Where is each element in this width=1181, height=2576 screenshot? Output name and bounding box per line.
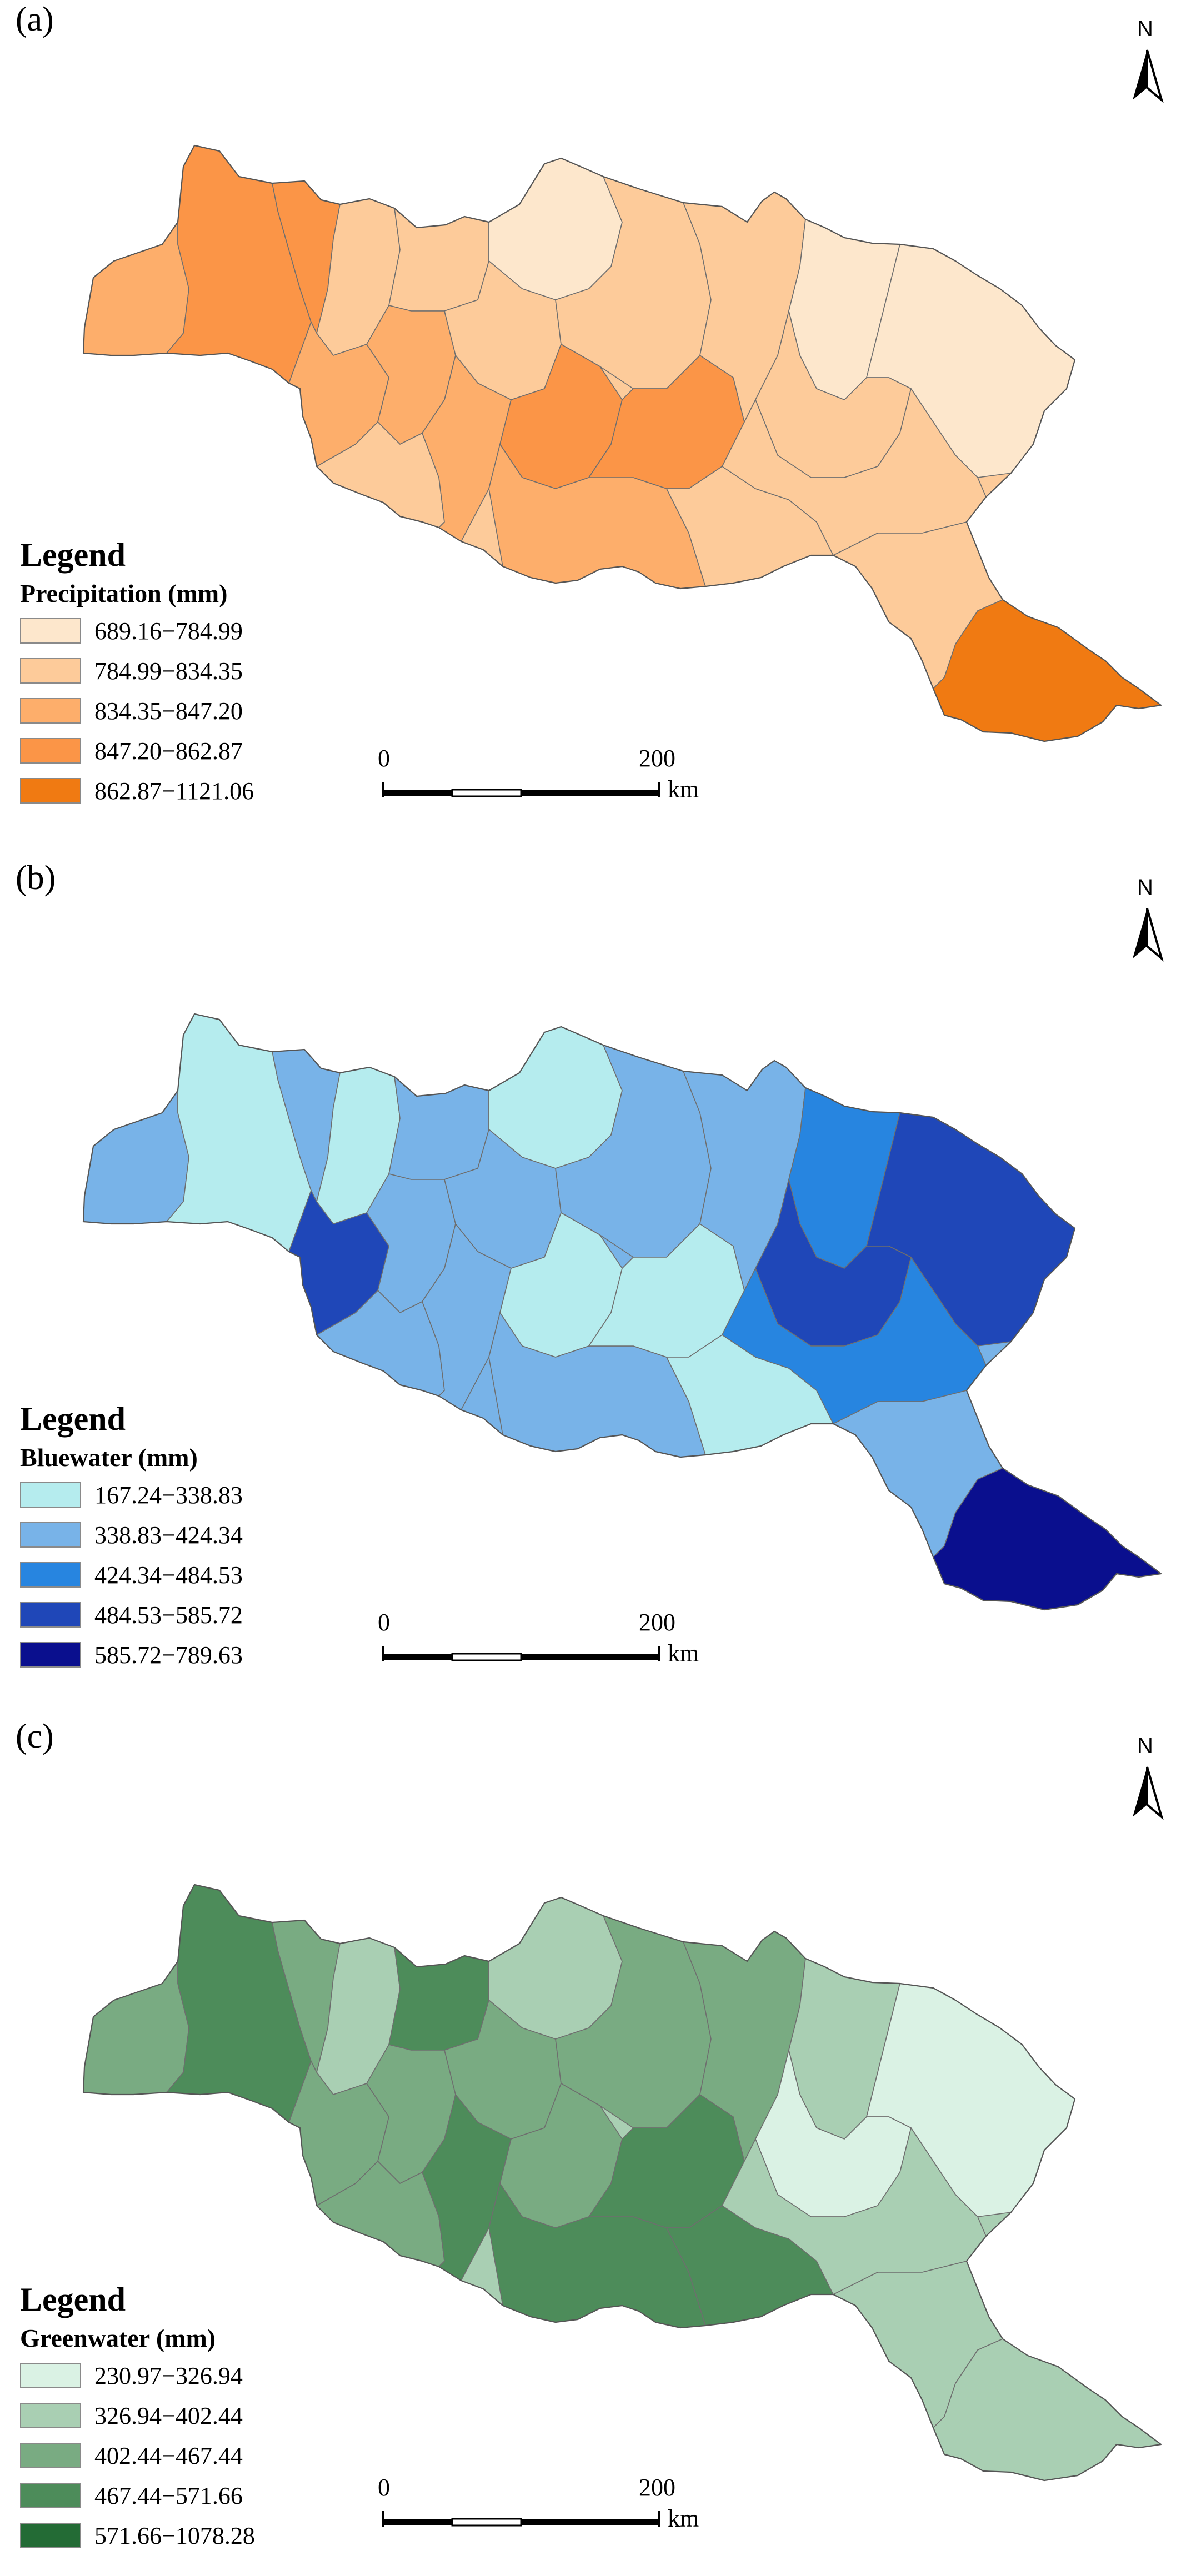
legend-range: 167.24−338.83 [94,1481,243,1509]
panel-label: (c) [16,1718,54,1755]
legend-swatch [20,2483,81,2508]
legend-item: 167.24−338.83 [20,1475,331,1515]
legend-swatch [20,618,81,644]
legend-item: 338.83−424.34 [20,1515,331,1555]
north-label: N [1137,875,1153,900]
legend-range: 484.53−585.72 [94,1601,243,1629]
greenwater-map [82,1884,1162,2482]
legend-range: 784.99−834.35 [94,657,243,685]
legend-item: 571.66−1078.28 [20,2515,331,2555]
legend-item: 326.94−402.44 [20,2396,331,2436]
scale-bar: 0 200 km [378,744,699,811]
panel-a: (a) N Legend Precipitation (mm) 689.16−7… [0,0,1181,858]
legend-range: 689.16−784.99 [94,617,243,645]
legend-swatch [20,2523,81,2548]
north-label: N [1137,1734,1153,1758]
legend-range: 585.72−789.63 [94,1641,243,1669]
legend-title: Legend [20,536,126,573]
panel-label: (a) [16,1,54,38]
scale-unit-label: km [668,776,699,803]
legend-range: 402.44−467.44 [94,2442,243,2469]
legend-range: 424.34−484.53 [94,1561,243,1589]
legend: Legend Precipitation (mm) 689.16−784.99 … [20,533,331,811]
legend-item: 834.35−847.20 [20,691,331,731]
scale-start-label: 0 [378,745,390,772]
scale-start-label: 0 [378,2474,390,2501]
scale-unit-label: km [668,1640,699,1667]
legend-variable: Bluewater (mm) [20,1443,198,1472]
legend-range: 326.94−402.44 [94,2402,243,2429]
subbasin-6 [388,1076,489,1180]
scale-end-label: 200 [639,2474,675,2501]
legend-swatch [20,2403,81,2428]
scale-end-label: 200 [639,745,675,772]
north-arrow-icon: N [1125,1734,1175,1822]
subbasin-21 [722,388,987,556]
legend-title: Legend [20,1400,126,1437]
legend-swatch [20,698,81,724]
legend-item: 484.53−585.72 [20,1595,331,1635]
legend-item: 784.99−834.35 [20,651,331,691]
legend-swatch [20,778,81,804]
panel-label: (b) [16,859,56,897]
subbasin-1 [83,166,189,356]
legend-range: 230.97−326.94 [94,2362,243,2389]
legend-item: 585.72−789.63 [20,1635,331,1675]
scale-bar: 0 200 km [378,1608,699,1675]
panel-c: (c) N Legend Greenwater (mm) 230.97−326.… [0,1717,1181,2575]
panel-b: (b) N Legend Bluewater (mm) 167.24−338.8… [0,858,1181,1717]
scale-start-label: 0 [378,1609,390,1636]
subbasin-1 [83,1905,189,2095]
legend-swatch [20,2363,81,2388]
scale-end-label: 200 [639,1609,675,1636]
legend-variable: Greenwater (mm) [20,2324,216,2352]
legend-swatch [20,1602,81,1628]
legend-range: 847.20−862.87 [94,737,243,765]
subbasin-21 [722,2127,987,2295]
precipitation-map [82,144,1162,742]
subbasin-2 [166,1885,312,2123]
legend-item: 402.44−467.44 [20,2436,331,2475]
bluewater-map [82,1013,1162,1611]
legend-range: 467.44−571.66 [94,2482,243,2509]
basin-outline [82,1884,1162,2482]
subbasin-2 [166,1014,312,1252]
legend-item: 862.87−1121.06 [20,771,331,811]
legend-range: 834.35−847.20 [94,697,243,725]
legend-range: 338.83−424.34 [94,1521,243,1549]
legend-item: 230.97−326.94 [20,2356,331,2396]
scale-unit-label: km [668,2505,699,2532]
legend: Legend Greenwater (mm) 230.97−326.94 326… [20,2278,331,2555]
legend: Legend Bluewater (mm) 167.24−338.83 338.… [20,1397,331,1675]
subbasin-6 [388,208,489,312]
legend-swatch [20,658,81,684]
legend-title: Legend [20,2281,126,2318]
subbasin-2 [166,145,312,384]
legend-swatch [20,2443,81,2468]
legend-item: 424.34−484.53 [20,1555,331,1595]
legend-swatch [20,1562,81,1588]
north-label: N [1137,17,1153,41]
subbasin-21 [722,1257,987,1424]
subbasin-6 [388,1947,489,2051]
scale-bar: 0 200 km [378,2473,699,2540]
legend-item: 467.44−571.66 [20,2475,331,2515]
legend-item: 689.16−784.99 [20,611,331,651]
legend-swatch [20,1522,81,1548]
legend-swatch [20,1482,81,1508]
legend-swatch [20,1642,81,1668]
basin-outline [82,144,1162,742]
legend-range: 862.87−1121.06 [94,777,254,805]
subbasin-1 [83,1035,189,1224]
north-arrow-icon: N [1125,17,1175,106]
legend-swatch [20,738,81,764]
legend-variable: Precipitation (mm) [20,579,228,607]
legend-range: 571.66−1078.28 [94,2522,255,2549]
basin-outline [82,1013,1162,1611]
north-arrow-icon: N [1125,875,1175,964]
legend-item: 847.20−862.87 [20,731,331,771]
